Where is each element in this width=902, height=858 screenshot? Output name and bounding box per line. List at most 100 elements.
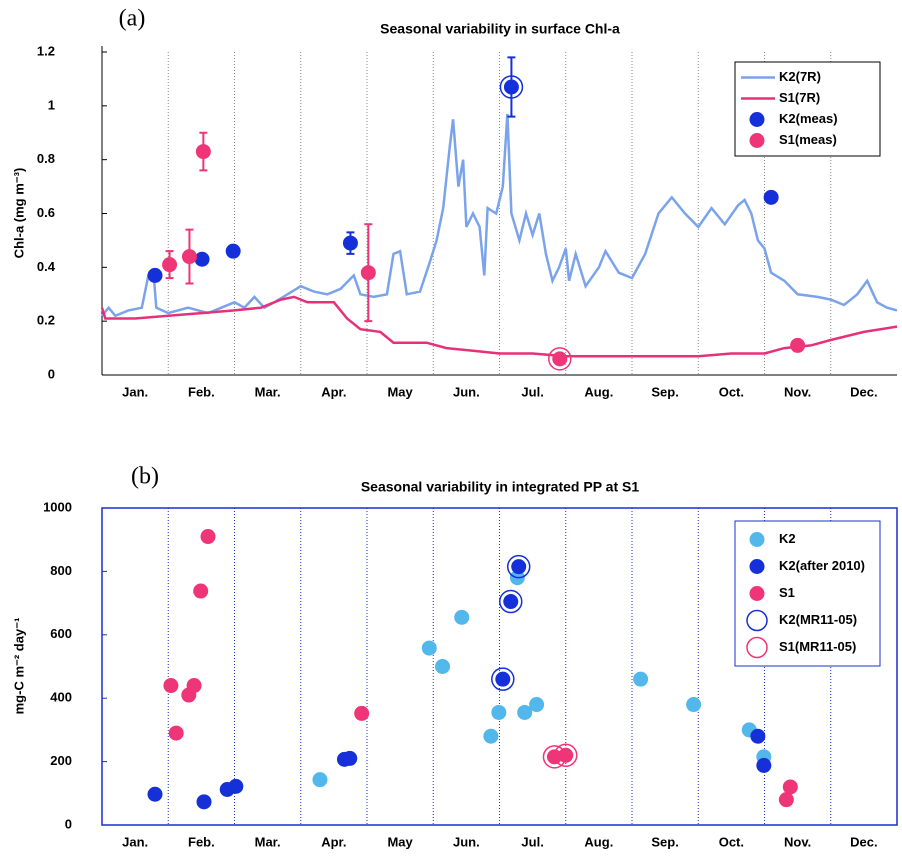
x-tick-label: Apr. <box>321 834 346 849</box>
data-point <box>483 728 499 744</box>
x-tick-label: Sep. <box>651 834 678 849</box>
x-tick-label: Dec. <box>850 384 877 399</box>
data-line <box>101 113 898 318</box>
y-tick-label: 0 <box>48 366 55 381</box>
y-tick-label: 0.6 <box>37 205 55 220</box>
y-tick-label: 1000 <box>43 499 72 514</box>
data-point <box>495 671 511 687</box>
data-point <box>196 794 212 810</box>
open-marker <box>506 554 531 579</box>
legend-swatch <box>749 112 765 127</box>
x-tick-label: Mar. <box>255 384 281 399</box>
x-tick-label: Jul. <box>521 834 543 849</box>
legend-label: S1(7R) <box>779 90 820 105</box>
x-tick-label: Jun. <box>453 834 480 849</box>
x-tick-label: Mar. <box>255 834 281 849</box>
data-point <box>342 750 358 766</box>
y-tick-label: 800 <box>50 563 72 578</box>
x-tick-label: May <box>387 384 413 399</box>
data-point <box>763 189 779 205</box>
legend-swatch <box>749 559 765 574</box>
data-point <box>756 757 772 773</box>
chart-title: Seasonal variability in surface Chl-a <box>380 21 620 37</box>
chart-title: Seasonal variability in integrated PP at… <box>361 479 640 495</box>
data-point <box>517 704 533 720</box>
data-point <box>147 786 163 802</box>
legend-label: K2(after 2010) <box>779 558 865 573</box>
legend-label: S1(meas) <box>779 132 837 147</box>
y-tick-label: 200 <box>50 753 72 768</box>
x-tick-label: May <box>387 834 413 849</box>
data-point <box>360 265 376 281</box>
data-point <box>186 678 202 694</box>
y-tick-label: 400 <box>50 690 72 705</box>
data-point <box>194 251 210 267</box>
legend-label: S1 <box>779 585 795 600</box>
data-point <box>195 144 211 160</box>
data-point <box>181 249 197 265</box>
open-marker <box>554 743 578 768</box>
y-tick-label: 600 <box>50 626 72 641</box>
data-point <box>312 772 328 788</box>
x-tick-label: Jan. <box>122 384 148 399</box>
legend-swatch <box>749 586 765 601</box>
x-tick-label: Aug. <box>584 384 613 399</box>
data-point <box>421 640 437 656</box>
data-line <box>100 295 898 358</box>
data-point <box>552 351 568 367</box>
data-point <box>342 235 358 251</box>
data-point <box>163 678 179 694</box>
y-tick-label: 0.8 <box>37 151 55 166</box>
y-tick-label: 0.2 <box>37 313 55 328</box>
y-tick-label: 1.2 <box>37 43 55 58</box>
data-point <box>491 704 507 720</box>
data-point <box>503 79 519 95</box>
open-marker <box>499 589 523 614</box>
legend-swatch <box>746 609 768 632</box>
y-tick-label: 0 <box>65 816 72 831</box>
data-point <box>168 725 184 741</box>
data-point <box>354 705 370 721</box>
open-marker <box>542 745 567 769</box>
x-tick-label: Oct. <box>719 384 744 399</box>
data-point <box>503 594 519 610</box>
legend-swatch <box>749 532 765 547</box>
y-tick-label: 1 <box>48 97 55 112</box>
y-tick-label: 0.4 <box>37 259 56 274</box>
x-tick-label: Apr. <box>321 384 346 399</box>
legend-label: K2 <box>779 531 796 546</box>
plot-frame <box>101 507 898 826</box>
data-point <box>454 609 470 625</box>
data-point <box>790 337 806 353</box>
y-axis-label: Chl-a (mg m⁻³) <box>11 168 26 259</box>
x-tick-label: Nov. <box>784 384 811 399</box>
x-tick-label: Dec. <box>850 834 877 849</box>
legend-label: K2(meas) <box>779 111 838 126</box>
data-point <box>529 697 545 713</box>
data-point <box>200 529 216 545</box>
highlight-ring <box>499 75 524 99</box>
legend-swatch <box>746 636 768 659</box>
data-point <box>147 267 163 283</box>
x-tick-label: Oct. <box>719 834 744 849</box>
panel-label: (a) <box>119 6 146 32</box>
data-point <box>193 583 209 599</box>
data-point <box>435 659 451 674</box>
data-point <box>782 779 798 795</box>
x-tick-label: Feb. <box>188 384 215 399</box>
open-marker <box>491 667 515 691</box>
x-tick-label: Nov. <box>784 834 811 849</box>
data-point <box>511 559 527 575</box>
data-point <box>750 728 766 744</box>
legend-swatch <box>749 133 765 148</box>
x-tick-label: Jan. <box>122 834 148 849</box>
legend-label: S1(MR11-05) <box>779 639 856 654</box>
x-tick-label: Aug. <box>584 834 613 849</box>
data-point <box>162 257 178 273</box>
y-axis-label: mg-C m⁻² day⁻¹ <box>11 618 26 715</box>
data-point <box>225 243 241 259</box>
data-point <box>686 697 702 713</box>
data-point <box>228 778 244 794</box>
x-tick-label: Jul. <box>521 384 543 399</box>
